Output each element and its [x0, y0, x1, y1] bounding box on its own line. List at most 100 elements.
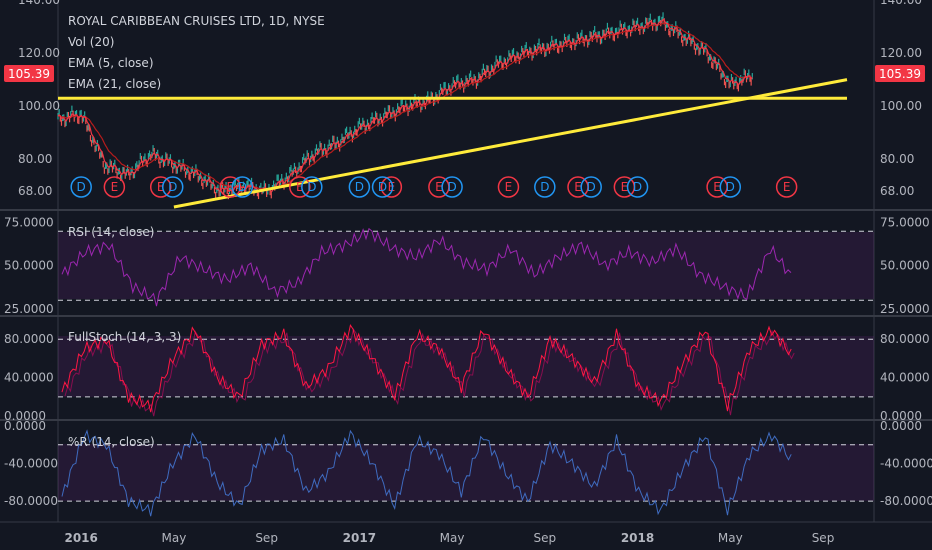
earnings-marker[interactable] [567, 176, 589, 198]
price-tick-right: 100.00 [880, 99, 922, 113]
event-marker-label: E [111, 180, 119, 194]
price-tag-left [4, 65, 54, 82]
event-marker-label: E [505, 180, 513, 194]
earnings-marker[interactable] [775, 176, 798, 198]
x-tick-label: Sep [255, 531, 278, 545]
event-marker-label: D [378, 180, 387, 194]
x-tick-label: 2016 [64, 531, 97, 545]
event-marker-label: D [726, 180, 735, 194]
stoch-tick-left: 80.0000 [4, 332, 54, 346]
price-pane [57, 12, 848, 209]
stoch-line [61, 323, 792, 413]
event-marker-label: E [435, 180, 443, 194]
price-tick-left: 80.00 [18, 152, 52, 166]
earnings-marker[interactable] [428, 176, 450, 198]
price-tick-right: 68.00 [880, 184, 914, 198]
dividend-marker[interactable] [441, 176, 463, 198]
price-tick-right: 120.00 [880, 46, 922, 60]
willr-tick-right: 0.0000 [880, 419, 922, 433]
event-marker-label: D [540, 180, 549, 194]
dividend-marker[interactable] [534, 176, 556, 198]
events[interactable]: D E E D E D E D D ED E D E D E D E D E D E [70, 176, 798, 198]
earnings-marker[interactable] [149, 176, 172, 198]
willr-band [58, 444, 874, 501]
event-marker-label: D [633, 180, 642, 194]
rsi-line [61, 227, 792, 307]
stoch-pane: 80.0000 80.0000 40.0000 40.0000 0.0000 0.0000 [4, 323, 930, 423]
stoch-legend[interactable]: FullStoch (14, 3, 3) [68, 330, 181, 344]
dividend-marker[interactable] [70, 176, 92, 198]
earnings-marker[interactable] [380, 176, 403, 198]
x-tick-label: May [718, 531, 743, 545]
symbol-title[interactable]: ROYAL CARIBBEAN CRUISES LTD, 1D, NYSE [68, 14, 325, 28]
stoch-tick-right: 0.0000 [880, 409, 922, 423]
vol-legend[interactable]: Vol (20) [68, 35, 114, 49]
event-marker-label: D [587, 180, 596, 194]
rsi-legend[interactable]: RSI (14, close) [68, 225, 154, 239]
willr-tick-left: -80.0000 [4, 494, 58, 508]
event-marker-label: E [226, 180, 234, 194]
event-marker-label: D [355, 180, 364, 194]
x-tick-label: Sep [812, 531, 835, 545]
willr-tick-left: 0.0000 [4, 419, 46, 433]
dividend-marker[interactable] [231, 176, 254, 198]
event-marker-label: E [157, 180, 165, 194]
rsi-tick-right: 50.0000 [880, 259, 930, 273]
stoch-tick-left: 40.0000 [4, 371, 54, 385]
willr-tick-right: -40.0000 [880, 457, 932, 471]
event-marker-label: E [783, 180, 791, 194]
earnings-marker[interactable] [613, 176, 636, 198]
dividend-marker[interactable] [580, 176, 602, 198]
ema5-legend[interactable]: EMA (5, close) [68, 56, 154, 70]
x-tick-label: May [440, 531, 465, 545]
dividend-marker[interactable] [371, 176, 394, 198]
rsi-tick-left: 50.0000 [4, 259, 54, 273]
rsi-tick-left: 75.0000 [4, 216, 54, 230]
earnings-marker[interactable] [103, 176, 126, 198]
earnings-marker[interactable] [219, 176, 242, 198]
x-tick-label: Sep [534, 531, 557, 545]
dividend-marker[interactable] [348, 176, 371, 198]
x-tick-label: 2018 [621, 531, 654, 545]
earnings-marker[interactable] [706, 176, 728, 198]
price-tick-left: 68.00 [18, 184, 52, 198]
event-marker-label: D [77, 180, 86, 194]
ema21-line [57, 22, 753, 191]
rsi-tick-left: 25.0000 [4, 302, 54, 316]
event-marker-label: E [296, 180, 304, 194]
price-tick-right: 80.00 [880, 152, 914, 166]
event-marker-label: E [621, 180, 629, 194]
price-tag-right-label: 105.39 [879, 67, 921, 81]
trendline-rising[interactable] [173, 78, 848, 209]
dividend-marker[interactable] [301, 176, 323, 198]
rsi-pane: 75.0000 75.0000 50.0000 50.0000 25.0000 25.00… [4, 216, 930, 316]
event-marker-label: E [388, 180, 396, 194]
dividend-marker[interactable] [161, 176, 184, 198]
event-marker-label: D [238, 180, 247, 194]
price-tick-right: 140.00 [880, 0, 922, 7]
stoch-tick-right: 80.0000 [880, 332, 930, 346]
price-tick-left: 120.00 [18, 46, 60, 60]
rsi-tick-right: 75.0000 [880, 216, 930, 230]
ema21-legend[interactable]: EMA (21, close) [68, 77, 161, 91]
x-tick-label: 2017 [343, 531, 376, 545]
willr-line [61, 429, 792, 517]
rsi-tick-right: 25.0000 [880, 302, 930, 316]
stoch-tick-right: 40.0000 [880, 371, 930, 385]
willr-tick-right: -80.0000 [880, 494, 932, 508]
price-tag-left-label: 105.39 [8, 67, 50, 81]
earnings-marker[interactable] [289, 176, 311, 198]
dividend-marker[interactable] [626, 176, 649, 198]
price-tick-left: 140.00 [18, 0, 60, 7]
dividend-marker[interactable] [719, 176, 742, 198]
event-marker-label: D [307, 180, 316, 194]
x-tick-label: May [162, 531, 187, 545]
willr-legend[interactable]: %R (14, close) [68, 435, 155, 449]
willr-pane: 0.0000 0.0000 -40.0000 -40.0000 -80.0000 -80.… [4, 419, 932, 517]
price-tag-right [875, 65, 925, 82]
price-tick-left: 100.00 [18, 99, 60, 113]
earnings-marker[interactable] [497, 176, 520, 198]
stoch-tick-left: 0.0000 [4, 409, 46, 423]
event-marker-label: D [447, 180, 456, 194]
